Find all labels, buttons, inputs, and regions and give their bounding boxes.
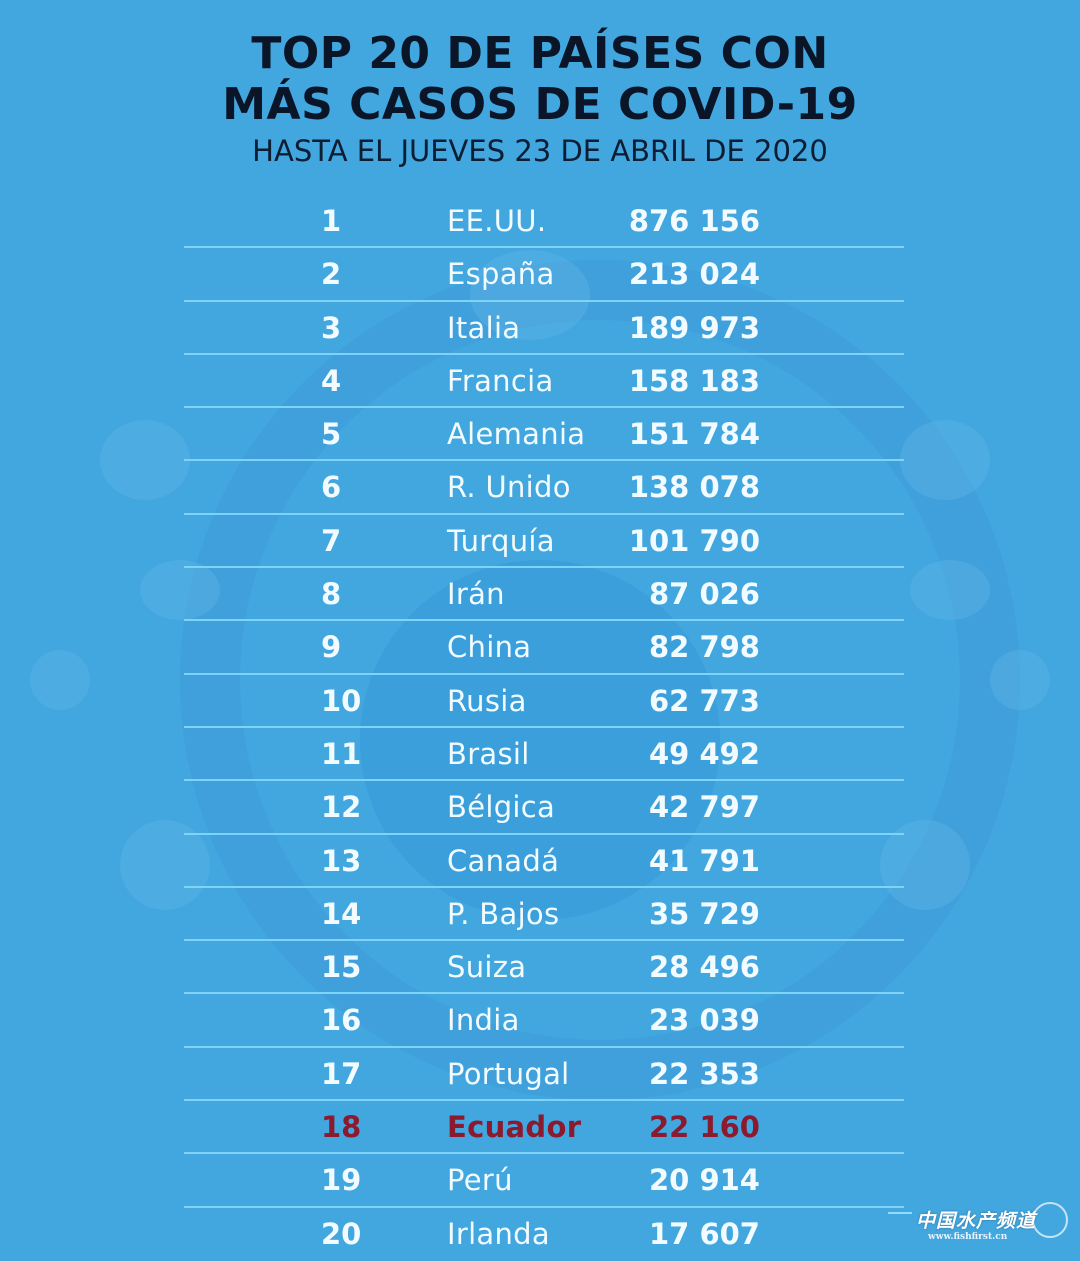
table-row: 14 P. Bajos 35 729 [184, 888, 904, 942]
cases: 213 024 [628, 257, 760, 292]
cases: 87 026 [649, 577, 760, 612]
cases: 138 078 [628, 470, 760, 505]
country: Bélgica [447, 790, 556, 825]
rank: 20 [321, 1216, 362, 1251]
country: Perú [447, 1163, 513, 1198]
country: R. Unido [447, 470, 571, 505]
rank: 7 [321, 523, 342, 558]
country: Italia [447, 310, 521, 345]
country: Irán [447, 577, 505, 612]
table-row: 6 R. Unido 138 078 [184, 461, 904, 515]
cases: 22 353 [649, 1056, 760, 1091]
country: Suiza [447, 950, 527, 985]
rank: 10 [321, 683, 362, 718]
country: Irlanda [447, 1216, 550, 1251]
country: P. Bajos [447, 896, 560, 931]
table-row: 20 Irlanda 17 607 [184, 1208, 904, 1261]
rank: 15 [321, 950, 362, 985]
background-blob [910, 560, 990, 620]
table-row: 17 Portugal 22 353 [184, 1048, 904, 1102]
rank: 12 [321, 790, 362, 825]
table-row: 15 Suiza 28 496 [184, 941, 904, 995]
rank: 3 [321, 310, 342, 345]
rank: 16 [321, 1003, 362, 1038]
title-line-2: MÁS CASOS DE COVID-19 [222, 79, 858, 130]
country: Turquía [447, 523, 555, 558]
cases: 22 160 [649, 1110, 760, 1145]
rank: 11 [321, 736, 362, 771]
country: Francia [447, 363, 554, 398]
cases: 876 156 [628, 204, 760, 238]
background-blob [900, 420, 990, 500]
table-row: 2 España 213 024 [184, 248, 904, 302]
header: TOP 20 DE PAÍSES CON MÁS CASOS DE COVID-… [0, 28, 1080, 170]
cases: 189 973 [628, 310, 760, 345]
cases: 158 183 [628, 363, 760, 398]
watermark-text: 中国水产频道 [916, 1210, 1037, 1232]
table-row: 19 Perú 20 914 [184, 1154, 904, 1208]
table-row-highlighted: 18 Ecuador 22 160 [184, 1101, 904, 1155]
rank: 4 [321, 363, 342, 398]
rank: 18 [321, 1110, 362, 1145]
rank: 13 [321, 843, 362, 878]
country: Brasil [447, 736, 530, 771]
cases: 82 798 [649, 630, 760, 665]
rank: 1 [321, 204, 342, 238]
rank: 8 [321, 577, 342, 612]
rank: 17 [321, 1056, 362, 1091]
rank: 19 [321, 1163, 362, 1198]
country: India [447, 1003, 520, 1038]
watermark: 中国水产频道 www.fishfirst.cn [888, 1202, 1074, 1252]
table-row: 11 Brasil 49 492 [184, 728, 904, 782]
country: Canadá [447, 843, 560, 878]
globe-icon [1032, 1202, 1068, 1238]
subtitle: HASTA EL JUEVES 23 DE ABRIL DE 2020 [252, 134, 828, 168]
watermark-url: www.fishfirst.cn [928, 1232, 1008, 1242]
country: Alemania [447, 417, 586, 452]
cases: 17 607 [649, 1216, 760, 1251]
cases: 41 791 [649, 843, 760, 878]
title-line-1: TOP 20 DE PAÍSES CON [251, 28, 829, 79]
table-row: 9 China 82 798 [184, 621, 904, 675]
ranking-table: 1 EE.UU. 876 156 2 España 213 024 3 Ital… [184, 195, 904, 1261]
cases: 151 784 [628, 417, 760, 452]
watermark-line [888, 1212, 912, 1214]
country: España [447, 257, 555, 292]
cases: 20 914 [649, 1163, 760, 1198]
cases: 42 797 [649, 790, 760, 825]
cases: 28 496 [649, 950, 760, 985]
table-row: 1 EE.UU. 876 156 [184, 195, 904, 249]
country: China [447, 630, 532, 665]
table-row: 3 Italia 189 973 [184, 302, 904, 355]
background-blob [990, 650, 1050, 710]
rank: 5 [321, 417, 342, 452]
table-row: 13 Canadá 41 791 [184, 835, 904, 888]
table-row: 12 Bélgica 42 797 [184, 781, 904, 835]
cases: 49 492 [649, 736, 760, 771]
table-row: 10 Rusia 62 773 [184, 675, 904, 728]
cases: 35 729 [649, 896, 760, 931]
cases: 23 039 [649, 1003, 760, 1038]
cases: 101 790 [628, 523, 760, 558]
table-row: 5 Alemania 151 784 [184, 408, 904, 462]
country: EE.UU. [447, 204, 547, 238]
table-row: 8 Irán 87 026 [184, 568, 904, 622]
country: Rusia [447, 683, 527, 718]
rank: 2 [321, 257, 342, 292]
table-row: 4 Francia 158 183 [184, 355, 904, 409]
background-blob [30, 650, 90, 710]
rank: 6 [321, 470, 342, 505]
table-row: 16 India 23 039 [184, 994, 904, 1048]
rank: 14 [321, 896, 362, 931]
country: Portugal [447, 1056, 570, 1091]
table-row: 7 Turquía 101 790 [184, 515, 904, 569]
country: Ecuador [447, 1110, 582, 1145]
background-blob [100, 420, 190, 500]
cases: 62 773 [649, 683, 760, 718]
rank: 9 [321, 630, 342, 665]
